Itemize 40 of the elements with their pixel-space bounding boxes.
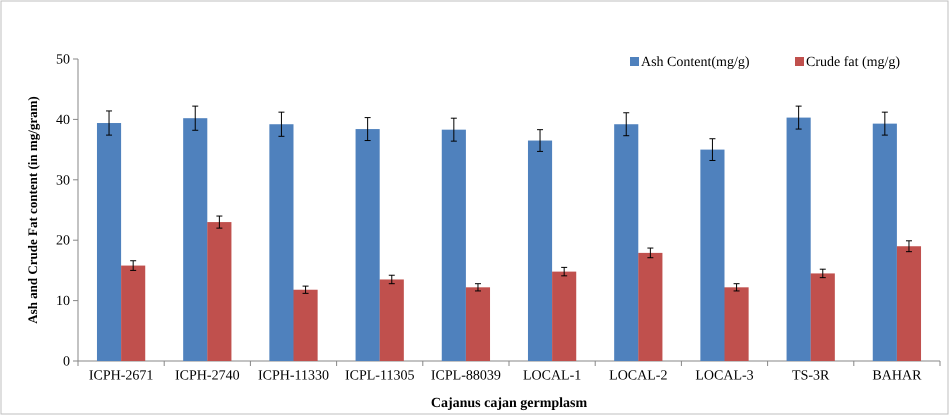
x-tick-label: ICPH-2740: [175, 368, 240, 384]
legend-label: Ash Content(mg/g): [641, 55, 750, 70]
y-axis-title: Ash and Crude Fat content (in mg/gram): [25, 96, 40, 324]
bar: [614, 124, 638, 361]
bar: [466, 287, 490, 361]
bar: [552, 272, 576, 361]
bar: [380, 279, 404, 361]
x-tick-label: BAHAR: [872, 368, 922, 384]
x-axis-title: Cajanus cajan germplasm: [430, 396, 588, 411]
bar: [294, 290, 318, 361]
bar: [638, 252, 662, 361]
bar: [786, 118, 811, 361]
bar: [810, 273, 835, 361]
y-tick-label: 30: [56, 173, 70, 188]
x-tick-label: LOCAL-3: [695, 368, 754, 384]
bar: [183, 118, 208, 361]
x-tick-label: ICPL-88039: [430, 368, 501, 384]
bar: [872, 124, 897, 361]
bar: [96, 123, 122, 361]
bar: [896, 246, 922, 361]
x-tick-label: LOCAL-2: [609, 368, 668, 384]
y-tick-label: 40: [56, 112, 70, 128]
bar: [269, 124, 294, 361]
bar: [528, 140, 552, 361]
y-tick-label: 50: [56, 52, 70, 68]
y-tick-label: 20: [56, 234, 70, 249]
x-tick-label: ICPH-2671: [88, 368, 154, 384]
x-tick-label: ICPL-11305: [344, 368, 414, 384]
x-tick-label: TS-3R: [792, 368, 830, 384]
y-tick-label: 10: [56, 294, 70, 310]
x-tick-label: LOCAL-1: [522, 368, 582, 384]
bar: [121, 266, 146, 361]
bar: [724, 287, 749, 361]
bar: [442, 130, 466, 361]
legend-label: Crude fat (mg/g): [806, 55, 900, 70]
bar: [207, 222, 232, 361]
bar: [700, 150, 724, 361]
x-tick-label: ICPH-11330: [258, 368, 330, 384]
bar: [356, 129, 380, 361]
y-tick-label: 0: [63, 354, 70, 370]
